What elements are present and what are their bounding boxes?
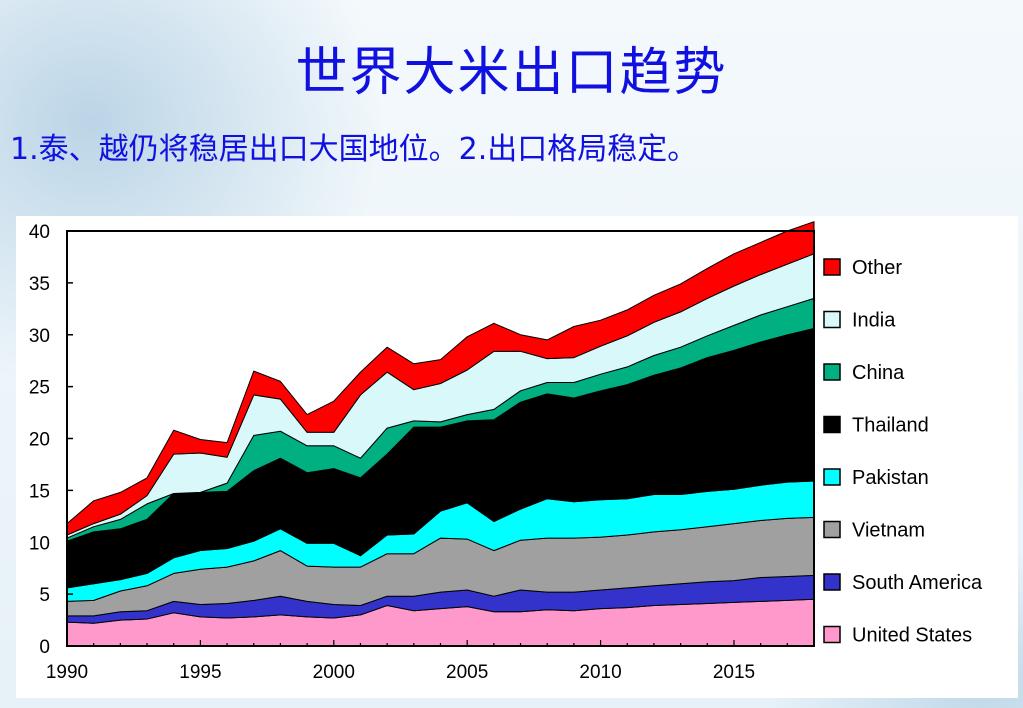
legend-swatch-other [823, 258, 841, 276]
legend-label-china: China [852, 362, 905, 384]
y-tick-label: 5 [39, 585, 50, 606]
y-tick-label: 10 [29, 533, 50, 554]
y-axis: 0 5 10 15 20 25 30 35 40 [29, 222, 73, 658]
x-tick-label: 2000 [313, 662, 355, 683]
y-tick-label: 35 [29, 274, 50, 295]
legend-swatch-vietnam [823, 520, 841, 539]
slide-title: 世界大米出口趋势 [295, 43, 728, 103]
rice-export-chart: 0 5 10 15 20 25 30 35 40 1990 1995 2000 2005 2010 201… [16, 216, 1018, 698]
x-axis: 1990 1995 2000 2005 2010 2015 [46, 640, 815, 683]
y-tick-label: 15 [29, 481, 50, 502]
legend-swatch-united-states [823, 625, 841, 644]
x-tick-label: 1995 [179, 662, 221, 683]
legend-swatch-china [823, 363, 841, 381]
y-tick-label: 25 [29, 378, 50, 399]
legend-label-thailand: Thailand [852, 415, 929, 437]
y-tick-label: 0 [39, 637, 50, 658]
legend-label-india: India [852, 310, 896, 332]
x-tick-label: 2005 [446, 662, 488, 683]
y-tick-label: 20 [29, 430, 50, 451]
x-tick-label: 1990 [46, 662, 88, 683]
legend-swatch-south-america [823, 573, 841, 591]
legend-label-pakistan: Pakistan [852, 467, 929, 489]
x-tick-label: 2010 [579, 662, 621, 683]
legend-label-other: Other [852, 257, 902, 279]
y-tick-label: 30 [29, 326, 50, 347]
legend-swatch-pakistan [823, 468, 841, 486]
legend-label-united-states: United States [852, 625, 972, 647]
legend-label-south-america: South America [852, 572, 983, 594]
chart-legend: Other India China Thailand Pakistan Vietnam So… [823, 257, 983, 647]
slide-subtitle: 1.泰、越仍将稳居出口大国地位。2.出口格局稳定。 [10, 132, 698, 167]
legend-label-vietnam: Vietnam [852, 520, 925, 542]
legend-swatch-thailand [823, 415, 841, 434]
legend-swatch-india [823, 310, 841, 329]
y-tick-label: 40 [29, 222, 50, 243]
chart-areas [66, 221, 815, 647]
x-tick-label: 2015 [713, 662, 755, 683]
